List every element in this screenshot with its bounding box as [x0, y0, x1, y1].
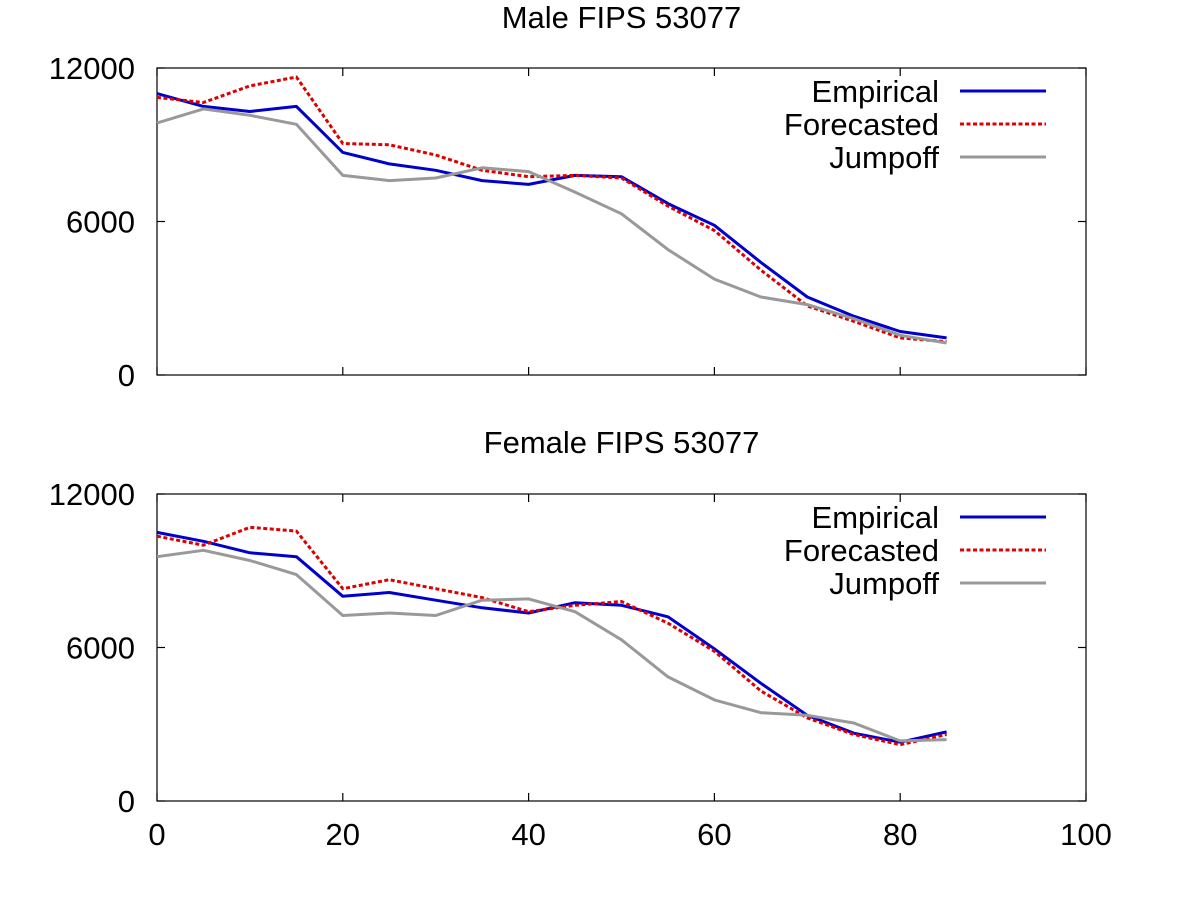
female-series-jumpoff-line: [156, 548, 947, 743]
male-legend-label-forecasted: Forecasted: [784, 107, 939, 142]
female-x-tick-label: 100: [1060, 817, 1112, 852]
female-legend-label-forecasted: Forecasted: [784, 533, 939, 568]
male-plot-frame: [156, 67, 1087, 376]
female-x-tick-label: 20: [326, 817, 360, 852]
female-series-forecasted-line: [156, 525, 947, 747]
female-plot-frame: [156, 493, 1087, 802]
female-y-tick-label: 12000: [49, 477, 135, 512]
male-y-tick-label: 12000: [49, 51, 135, 86]
female-x-tick-label: 60: [697, 817, 731, 852]
female-legend-label-jumpoff: Jumpoff: [829, 566, 939, 601]
female-x-tick-label: 40: [511, 817, 545, 852]
female-legend-label-empirical: Empirical: [812, 500, 939, 535]
female-chart-title: Female FIPS 53077: [484, 425, 760, 460]
female-y-tick-label: 6000: [66, 631, 135, 666]
female-y-tick-label: 0: [118, 784, 135, 819]
female-panel: Female FIPS 53077 0 6000 12000 0 20 40 60 80 100 E…: [49, 425, 1112, 852]
female-x-tick-label: 0: [148, 817, 165, 852]
male-series-empirical-line: [156, 92, 947, 340]
male-legend-label-empirical: Empirical: [812, 74, 939, 109]
male-chart-title: Male FIPS 53077: [502, 0, 742, 35]
male-y-tick-label: 6000: [66, 205, 135, 240]
male-y-tick-label: 0: [118, 358, 135, 393]
male-legend-label-jumpoff: Jumpoff: [829, 140, 939, 175]
female-x-tick-label: 80: [883, 817, 917, 852]
male-series-jumpoff-line: [156, 107, 947, 345]
male-panel: Male FIPS 53077 0 6000 12000 EmpiricalForeca…: [49, 0, 1087, 393]
